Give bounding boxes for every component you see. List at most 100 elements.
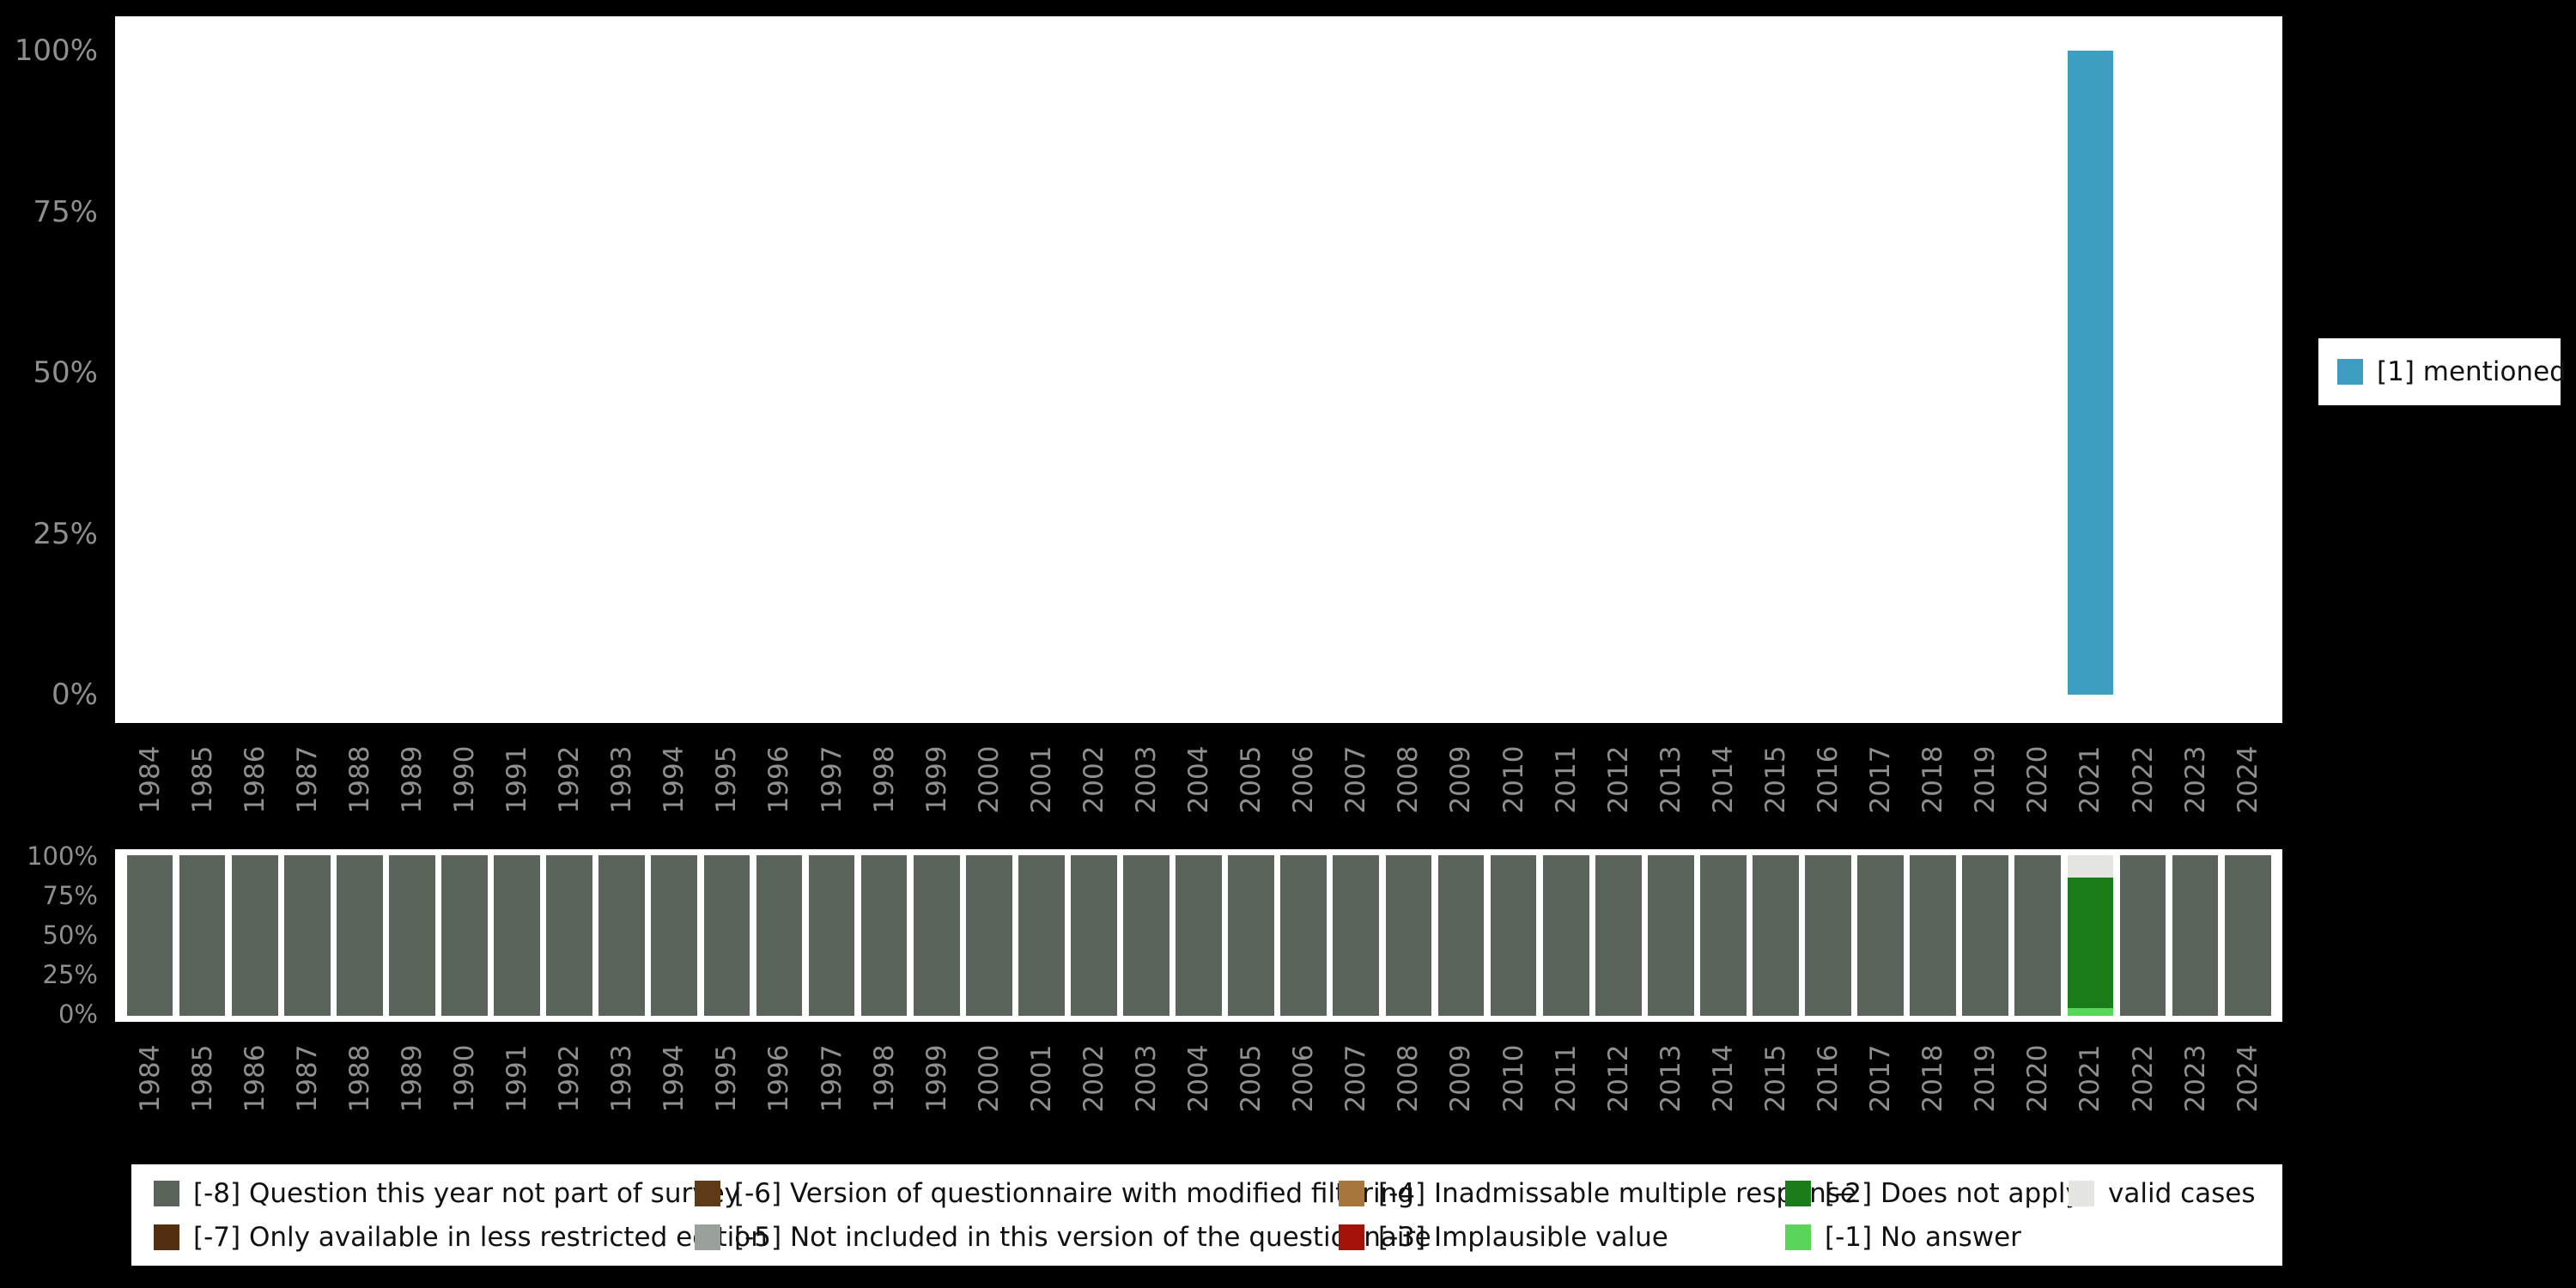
chart-canvas: 100%75%50%25%0% 198419851986198719881989…: [0, 0, 2576, 1288]
stack-2018: [1910, 855, 1956, 1016]
x-axis-label-2000: 2000: [974, 1045, 1005, 1113]
x-axis-label-2010: 2010: [1498, 746, 1529, 814]
stack-2017: [1857, 855, 1904, 1016]
stack-1984: [127, 855, 173, 1016]
x-slot-2000: 2000: [963, 1030, 1015, 1127]
bar-slot-2019: [1959, 51, 2012, 695]
bar-segment: [704, 855, 750, 1016]
x-axis-label-2008: 2008: [1393, 746, 1424, 814]
top-chart-bars: [124, 51, 2274, 695]
bar-slot-2003: [1120, 51, 1172, 695]
x-axis-label-1992: 1992: [554, 1045, 585, 1113]
bar-segment: [809, 855, 855, 1016]
x-axis-label-2006: 2006: [1288, 746, 1319, 814]
bar-segment: [284, 855, 331, 1016]
x-axis-label-2003: 2003: [1131, 1045, 1162, 1113]
bar-slot-2024: [2221, 51, 2274, 695]
bar-segment: [2068, 855, 2114, 878]
bar-segment: [337, 855, 383, 1016]
x-axis-label-1986: 1986: [240, 1045, 270, 1113]
bar-slot-2006: [1278, 51, 1330, 695]
x-axis-label-1991: 1991: [501, 746, 532, 814]
stack-slot-2005: [1225, 855, 1278, 1016]
top-chart-plot: [115, 16, 2282, 723]
legend-item-label: [-3] Implausible value: [1378, 1222, 1668, 1253]
x-axis-label-2023: 2023: [2180, 1045, 2211, 1113]
stack-slot-2012: [1592, 855, 1644, 1016]
bar-segment: [2068, 878, 2114, 1007]
x-slot-1997: 1997: [805, 1030, 858, 1127]
stack-slot-1988: [333, 855, 386, 1016]
bar-segment: [1123, 855, 1170, 1016]
x-axis-label-2007: 2007: [1340, 746, 1371, 814]
x-slot-1999: 1999: [910, 1030, 963, 1127]
bar-slot-1996: [753, 51, 805, 695]
bar-segment: [232, 855, 278, 1016]
bar-segment: [1018, 855, 1065, 1016]
stack-slot-2023: [2169, 855, 2221, 1016]
x-slot-1988: 1988: [333, 732, 386, 828]
stack-2001: [1018, 855, 1065, 1016]
bar-segment: [179, 855, 226, 1016]
x-axis-label-2016: 2016: [1813, 1045, 1844, 1113]
bar-segment: [1805, 855, 1851, 1016]
stack-1989: [389, 855, 435, 1016]
bar-segment: [1753, 855, 1799, 1016]
stack-slot-2010: [1487, 855, 1540, 1016]
x-axis-label-1985: 1985: [187, 1045, 218, 1113]
x-slot-2021: 2021: [2064, 1030, 2117, 1127]
x-axis-label-1988: 1988: [344, 746, 375, 814]
legend-item-label: valid cases: [2108, 1178, 2256, 1209]
x-slot-1995: 1995: [701, 1030, 753, 1127]
legend-color-swatch: [1785, 1181, 1811, 1206]
y-tick-label: 25%: [0, 517, 98, 551]
bar-slot-1984: [124, 51, 176, 695]
bar-slot-1999: [910, 51, 963, 695]
bar-slot-2022: [2117, 51, 2169, 695]
stack-slot-2020: [2012, 855, 2064, 1016]
stack-slot-1992: [544, 855, 596, 1016]
x-axis-label-2011: 2011: [1551, 746, 1582, 814]
stack-slot-2001: [1015, 855, 1067, 1016]
stack-2004: [1176, 855, 1222, 1016]
bar-slot-2021: [2064, 51, 2117, 695]
x-slot-2022: 2022: [2117, 732, 2169, 828]
stack-2000: [966, 855, 1012, 1016]
x-axis-label-2014: 2014: [1708, 1045, 1739, 1113]
stack-2009: [1438, 855, 1485, 1016]
x-axis-label-2024: 2024: [2233, 1045, 2263, 1113]
x-axis-label-2000: 2000: [974, 746, 1005, 814]
bar-segment: [1543, 855, 1589, 1016]
x-axis-label-1988: 1988: [344, 1045, 375, 1113]
legend-item-label: [-8] Question this year not part of surv…: [193, 1178, 740, 1209]
x-axis-label-2013: 2013: [1656, 1045, 1686, 1113]
legend-color-swatch: [2069, 1181, 2094, 1206]
stack-1986: [232, 855, 278, 1016]
x-slot-1990: 1990: [438, 732, 490, 828]
x-slot-1987: 1987: [281, 1030, 333, 1127]
x-slot-2008: 2008: [1382, 1030, 1435, 1127]
x-axis-label-2004: 2004: [1183, 1045, 1214, 1113]
stack-slot-1984: [124, 855, 176, 1016]
x-axis-label-2015: 2015: [1760, 746, 1791, 814]
bar-segment: [127, 855, 173, 1016]
bar-slot-2017: [1855, 51, 1907, 695]
stack-2021: [2068, 855, 2114, 1016]
bar-segment: [1333, 855, 1379, 1016]
y-tick-label: 100%: [0, 841, 98, 871]
stack-1992: [546, 855, 592, 1016]
stack-1985: [179, 855, 226, 1016]
bar-slot-2002: [1067, 51, 1120, 695]
x-slot-2004: 2004: [1173, 732, 1225, 828]
bar-slot-2011: [1540, 51, 1592, 695]
stack-slot-2013: [1644, 855, 1697, 1016]
bar-2021: [2068, 51, 2114, 695]
x-slot-2018: 2018: [1907, 1030, 1959, 1127]
x-slot-1993: 1993: [596, 1030, 648, 1127]
x-axis-label-1994: 1994: [659, 1045, 690, 1113]
x-slot-1992: 1992: [544, 732, 596, 828]
bar-slot-2023: [2169, 51, 2221, 695]
bar-slot-2005: [1225, 51, 1278, 695]
bar-slot-1989: [386, 51, 438, 695]
legend-item: [-7] Only available in less restricted e…: [154, 1222, 695, 1253]
